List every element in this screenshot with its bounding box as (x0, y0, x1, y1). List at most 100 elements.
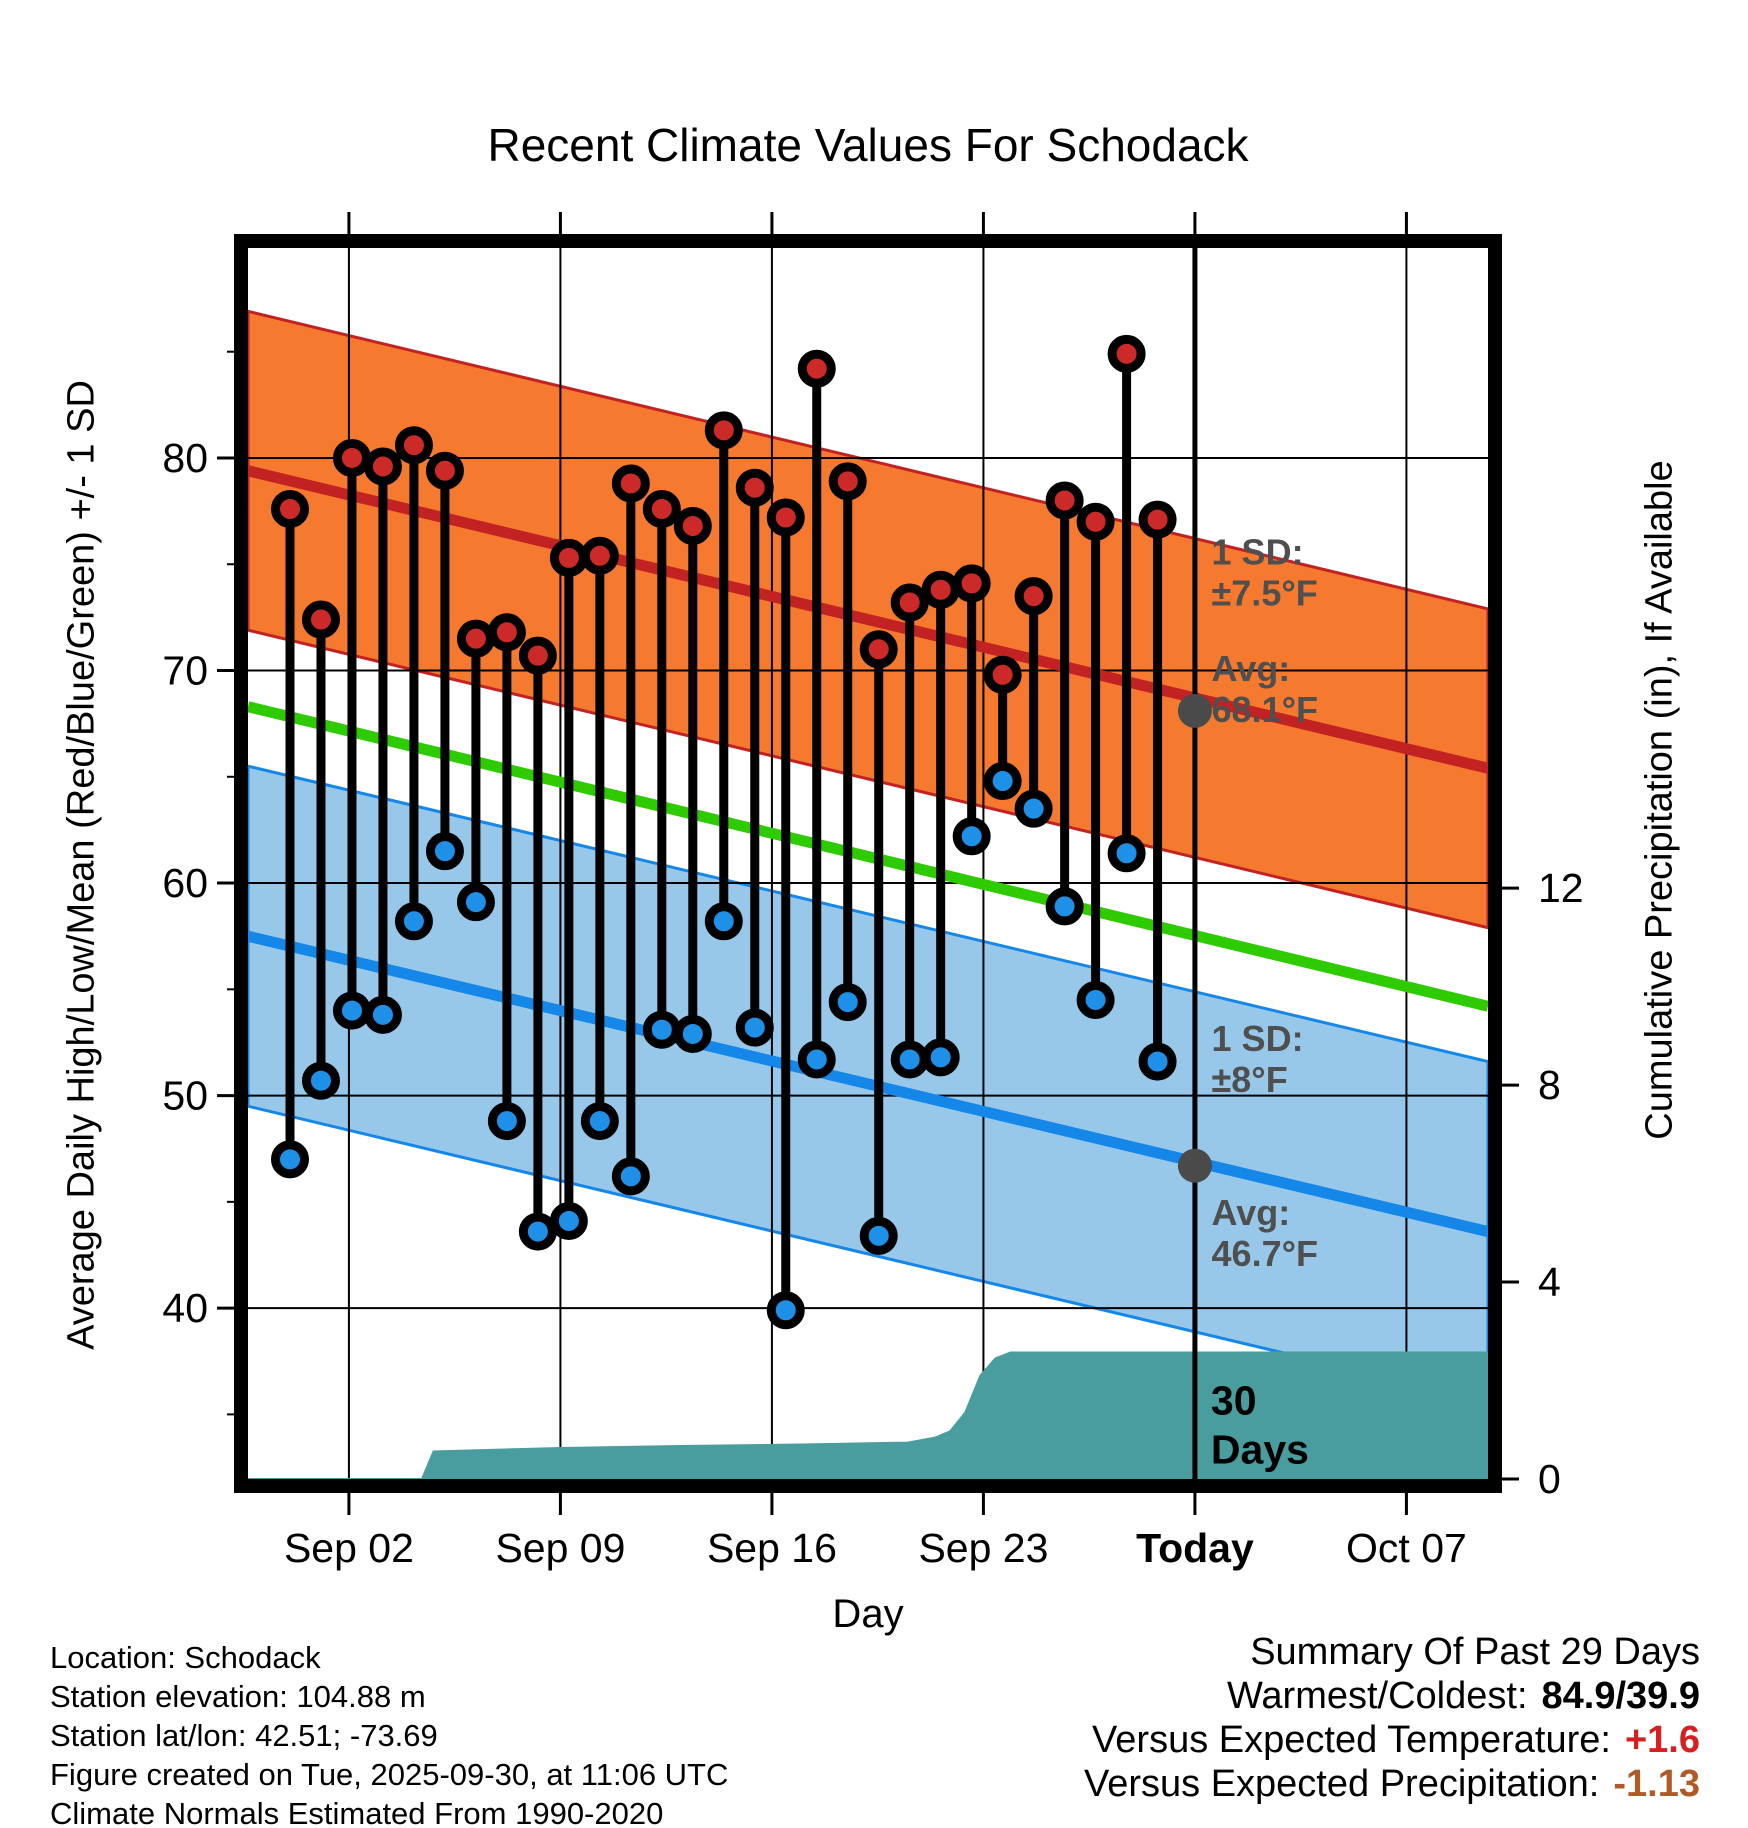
daily-high-dot (983, 655, 1022, 694)
daily-high-dot (518, 636, 557, 675)
station-latlon: Station lat/lon: 42.51; -73.69 (50, 1718, 438, 1753)
sd-avg-annotation: 1 SD: (1212, 531, 1304, 572)
chart-title: Recent Climate Values For Schodack (487, 119, 1249, 171)
sd-avg-annotation: ±7.5°F (1212, 572, 1318, 613)
daily-low-dot (735, 1008, 774, 1047)
daily-high-dot (704, 411, 743, 450)
precip-tick-label: 4 (1538, 1259, 1561, 1305)
x-tick-label: Oct 07 (1346, 1525, 1467, 1571)
station-elevation: Station elevation: 104.88 m (50, 1679, 426, 1714)
temp-tick-label: 60 (162, 860, 208, 906)
temp-tick-label: 80 (162, 435, 208, 481)
daily-low-dot (611, 1157, 650, 1196)
daily-high-dot (1107, 334, 1146, 373)
x-tick-label: Sep 23 (918, 1525, 1048, 1571)
summary-row-vs-temperature: Versus Expected Temperature: +1.6 (1084, 1718, 1700, 1762)
summary-value: +1.6 (1624, 1719, 1700, 1761)
temp-tick-label: 50 (162, 1073, 208, 1119)
daily-low-dot (1014, 789, 1053, 828)
daily-high-dot (611, 464, 650, 503)
summary-row-vs-precipitation: Versus Expected Precipitation: -1.13 (1084, 1762, 1700, 1806)
daily-high-dot (735, 468, 774, 507)
avg-low-marker (1177, 1148, 1212, 1183)
daily-low-dot (487, 1102, 526, 1141)
daily-low-dot (549, 1201, 588, 1240)
daily-low-dot (332, 991, 371, 1030)
mean-normal-line (246, 701, 1490, 1012)
daily-high-dot (270, 489, 309, 528)
daily-high-dot (1014, 577, 1053, 616)
daily-high-dot (642, 489, 681, 528)
daily-high-dot (456, 619, 495, 658)
daily-low-dot (1045, 887, 1084, 926)
summary-block: Summary Of Past 29 Days Warmest/Coldest:… (1084, 1630, 1700, 1806)
daily-low-dot (642, 1010, 681, 1049)
x-tick-label: Sep 02 (284, 1525, 414, 1571)
summary-value: -1.13 (1613, 1763, 1700, 1805)
station-location: Location: Schodack (50, 1640, 321, 1675)
daily-high-dot (1138, 500, 1177, 539)
daily-low-dot (673, 1014, 712, 1053)
sd-avg-annotation: Avg: (1212, 648, 1291, 689)
daily-low-dot (704, 902, 743, 941)
low-normal-line (246, 930, 1490, 1237)
daily-low-dot (363, 995, 402, 1034)
precip-area (248, 1351, 1489, 1480)
daily-high-dot (797, 349, 836, 388)
plot-border (234, 234, 1502, 1493)
sd-avg-annotation: Avg: (1212, 1192, 1291, 1233)
daily-low-dot (270, 1140, 309, 1179)
x-tick-label: Sep 16 (707, 1525, 837, 1571)
daily-low-dot (394, 902, 433, 941)
summary-label: Versus Expected Precipitation: (1083, 1763, 1600, 1805)
daily-low-dot (456, 883, 495, 922)
daily-low-dot (580, 1102, 619, 1141)
high-normal-line (246, 465, 1490, 774)
daily-high-dot (1045, 481, 1084, 520)
summary-label: Warmest/Coldest: (1226, 1675, 1528, 1717)
daily-high-dot (394, 426, 433, 465)
daily-low-dot (797, 1040, 836, 1079)
temp-tick-label: 40 (162, 1285, 208, 1331)
daily-low-dot (952, 817, 991, 856)
summary-label: Versus Expected Temperature: (1092, 1719, 1611, 1761)
daily-low-dot (1107, 834, 1146, 873)
daily-high-dot (859, 630, 898, 669)
daily-high-dot (828, 462, 867, 501)
daily-high-dot (673, 506, 712, 545)
precip-tick-label: 8 (1538, 1062, 1561, 1108)
station-info: Location: Schodack Station elevation: 10… (50, 1638, 728, 1828)
daily-high-dot (766, 498, 805, 537)
right-axis-label: Cumulative Precipitation (in), If Availa… (1638, 460, 1681, 1140)
daily-high-dot (921, 570, 960, 609)
climate-normals-note: Climate Normals Estimated From 1990-2020 (50, 1796, 664, 1828)
summary-value: 84.9/39.9 (1541, 1675, 1700, 1717)
daily-high-dot (890, 583, 929, 622)
avg-high-marker (1177, 693, 1212, 728)
daily-low-dot (1138, 1042, 1177, 1081)
sd-avg-annotation: 46.7°F (1212, 1233, 1318, 1274)
summary-title: Summary Of Past 29 Days (1250, 1631, 1700, 1673)
x-tick-label: Today (1136, 1525, 1254, 1571)
daily-low-dot (921, 1038, 960, 1077)
temp-tick-label: 70 (162, 648, 208, 694)
daily-high-dot (1076, 502, 1115, 541)
daily-high-dot (580, 536, 619, 575)
sd-avg-annotation: 1 SD: (1212, 1018, 1304, 1059)
daily-low-dot (425, 832, 464, 871)
daily-high-dot (301, 600, 340, 639)
daily-high-dot (363, 447, 402, 486)
daily-low-dot (301, 1061, 340, 1100)
daily-low-dot (859, 1216, 898, 1255)
daily-high-dot (425, 451, 464, 490)
left-axis-label: Average Daily High/Low/Mean (Red/Blue/Gr… (60, 380, 103, 1350)
x-tick-label: Sep 09 (495, 1525, 625, 1571)
today-span-label: 30 (1211, 1377, 1257, 1423)
daily-high-dot (549, 538, 588, 577)
precip-tick-label: 12 (1538, 865, 1584, 911)
daily-low-dot (518, 1212, 557, 1251)
daily-low-dot (1076, 980, 1115, 1019)
summary-row-warmest-coldest: Warmest/Coldest: 84.9/39.9 (1084, 1674, 1700, 1718)
daily-high-dot (952, 564, 991, 603)
